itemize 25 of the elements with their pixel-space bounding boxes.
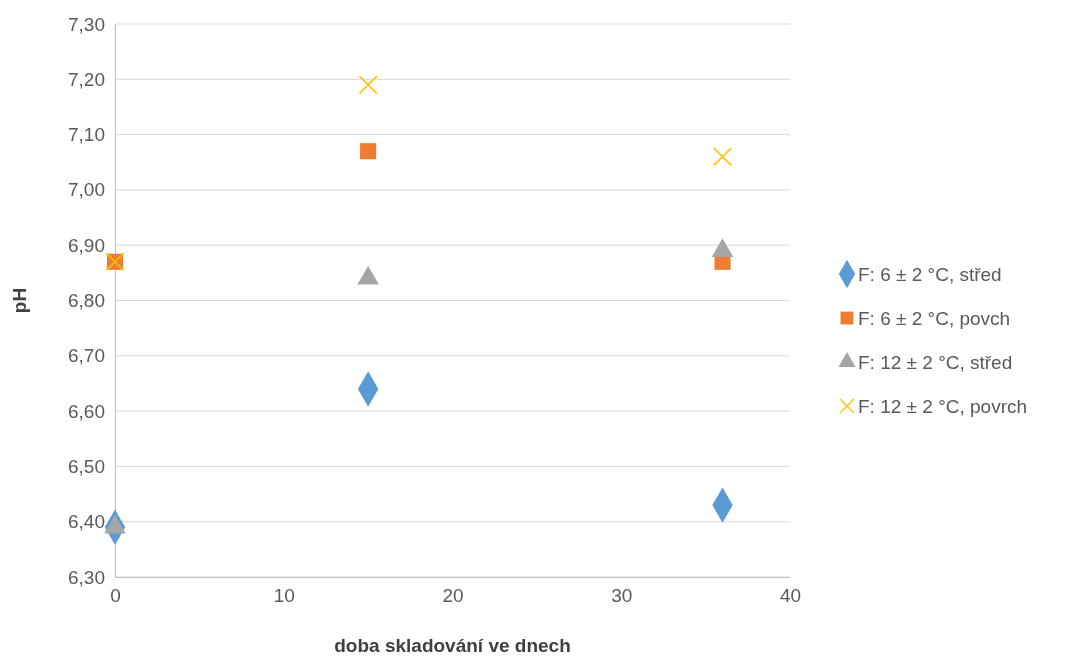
- legend-label: F: 12 ± 2 °C, povrch: [858, 395, 1028, 417]
- x-axis-title: doba skladování ve dnech: [334, 635, 571, 656]
- x-tick-label: 10: [273, 585, 295, 607]
- y-tick-label: 6,60: [68, 400, 105, 422]
- y-tick-label: 6,40: [68, 511, 105, 533]
- legend-label: F: 6 ± 2 °C, povch: [858, 307, 1011, 329]
- y-tick-label: 7,10: [68, 124, 105, 146]
- x-tick-label: 20: [442, 585, 464, 607]
- y-axis-title: pH: [9, 287, 30, 314]
- y-tick-label: 6,90: [68, 234, 105, 256]
- y-tick-label: 6,30: [68, 566, 105, 588]
- y-tick-label: 7,30: [68, 13, 105, 35]
- x-tick-label: 30: [611, 585, 633, 607]
- point: [712, 147, 733, 167]
- y-tick-label: 7,00: [68, 179, 105, 201]
- y-tick-label: 7,20: [68, 68, 105, 90]
- x-tick-label: 40: [779, 585, 802, 607]
- x-tick-label: 0: [110, 585, 121, 607]
- y-tick-label: 6,70: [68, 345, 105, 367]
- legend-label: F: 12 ± 2 °C, střed: [858, 351, 1013, 373]
- y-tick-label: 6,50: [68, 455, 105, 477]
- legend-label: F: 6 ± 2 °C, střed: [858, 263, 1002, 285]
- y-tick-label: 6,80: [68, 290, 105, 312]
- point: [360, 143, 377, 160]
- point: [358, 75, 378, 95]
